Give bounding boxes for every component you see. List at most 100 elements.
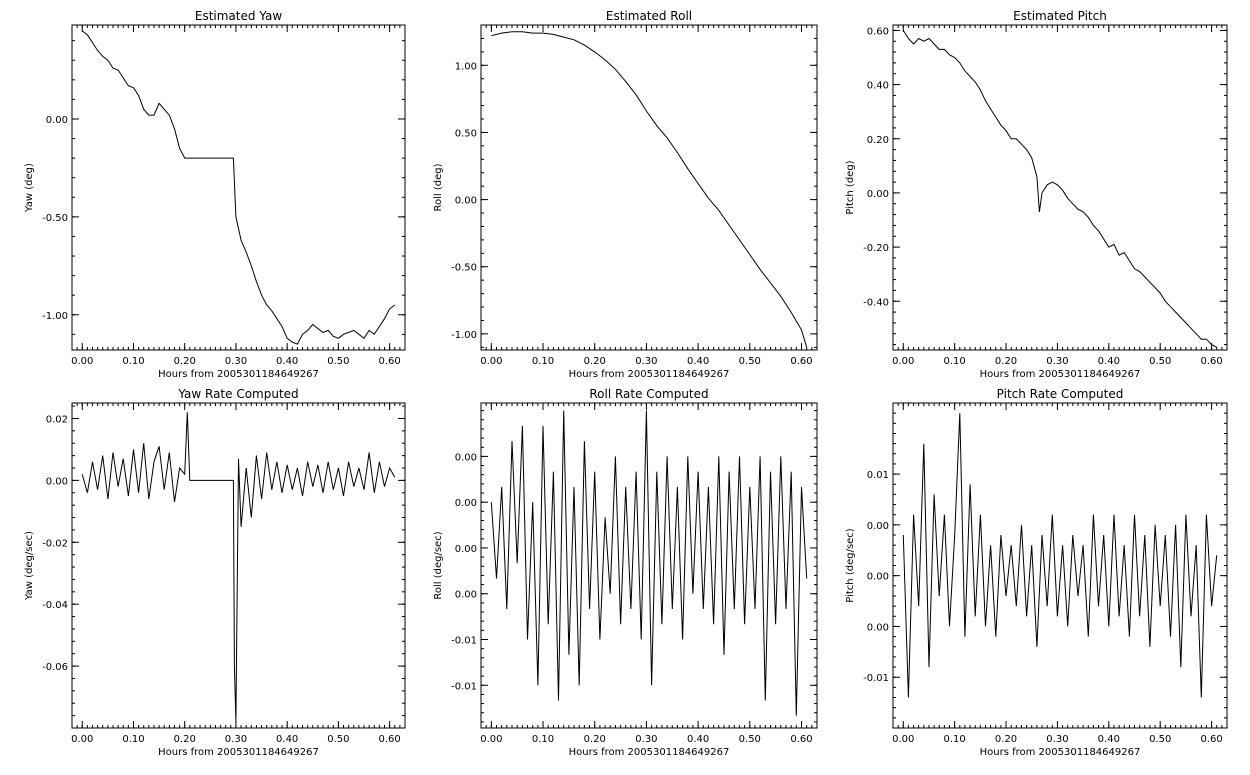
x-tick-label: 0.10 [532, 734, 554, 745]
x-tick-label: 0.50 [1149, 734, 1171, 745]
y-tick-label: 0.01 [867, 470, 889, 481]
x-tick-label: 0.00 [480, 734, 502, 745]
x-tick-label: 0.50 [1149, 356, 1171, 367]
series-line-1 [491, 31, 808, 348]
series-line-1 [490, 410, 808, 716]
y-tick-label: -0.20 [863, 243, 889, 254]
chart-panel-6: Pitch Rate Computed Hours from 2005301184… [845, 387, 1228, 758]
y-tick-label: 0.00 [867, 622, 889, 633]
y-tick-label: -1.00 [451, 330, 477, 341]
x-tick-label: 0.10 [532, 356, 554, 367]
y-tick-label: 0.40 [867, 81, 889, 92]
x-tick-label: 0.60 [790, 734, 812, 745]
x-axis-label: Hours from 2005301184649267 [980, 369, 1141, 380]
x-tick-label: 0.20 [174, 356, 196, 367]
chart-panel-1: Estimated Yaw Hours from 2005301184649267… [24, 9, 406, 380]
x-tick-label: 0.40 [687, 734, 709, 745]
y-tick-label: 0.00 [455, 452, 477, 463]
x-tick-label: 0.30 [635, 356, 657, 367]
x-tick-label: 0.40 [276, 356, 298, 367]
x-tick-label: 0.60 [1200, 734, 1222, 745]
series-line-1 [81, 30, 396, 345]
plot-frame [892, 24, 1228, 351]
x-tick-label: 0.50 [739, 356, 761, 367]
x-tick-label: 0.10 [944, 356, 966, 367]
x-tick-label: 0.00 [71, 734, 93, 745]
x-tick-label: 0.00 [892, 356, 914, 367]
x-tick-label: 0.60 [378, 356, 400, 367]
chart-title: Estimated Roll [606, 9, 692, 23]
x-tick-label: 0.00 [71, 356, 93, 367]
x-tick-label: 0.30 [635, 734, 657, 745]
y-tick-label: 0.00 [455, 544, 477, 555]
x-tick-label: 0.20 [584, 356, 606, 367]
y-tick-label: 0.60 [867, 26, 889, 37]
plot-frame [71, 24, 406, 351]
series-line-1 [81, 412, 396, 722]
y-tick-label: -0.50 [42, 213, 68, 224]
y-tick-label: -0.01 [451, 636, 477, 647]
x-tick-label: 0.00 [480, 356, 502, 367]
y-tick-label: 0.00 [46, 115, 68, 126]
y-tick-label: 0.20 [867, 135, 889, 146]
y-tick-label: 0.00 [455, 590, 477, 601]
x-tick-label: 0.10 [122, 356, 144, 367]
y-tick-label: 0.50 [455, 128, 477, 139]
x-tick-label: 0.50 [327, 356, 349, 367]
x-tick-label: 0.40 [276, 734, 298, 745]
plot-frame [71, 402, 406, 729]
y-tick-label: 1.00 [455, 61, 477, 72]
y-tick-label: -0.50 [451, 263, 477, 274]
y-tick-label: -0.06 [42, 662, 68, 673]
x-tick-label: 0.40 [1098, 356, 1120, 367]
x-tick-label: 0.30 [225, 356, 247, 367]
plot-frame [480, 24, 818, 351]
x-tick-label: 0.30 [1046, 356, 1068, 367]
x-tick-label: 0.60 [378, 734, 400, 745]
x-tick-label: 0.30 [225, 734, 247, 745]
y-tick-label: 0.00 [867, 521, 889, 532]
x-axis-label: Hours from 2005301184649267 [569, 369, 730, 380]
chart-title: Roll Rate Computed [589, 387, 708, 401]
x-tick-label: 0.40 [687, 356, 709, 367]
x-tick-label: 0.20 [995, 734, 1017, 745]
y-tick-label: 0.00 [46, 476, 68, 487]
chart-panel-4: Yaw Rate Computed Hours from 200530118464… [24, 387, 406, 758]
y-tick-label: 0.00 [867, 572, 889, 583]
chart-title: Estimated Yaw [195, 9, 282, 23]
x-tick-label: 0.60 [1200, 356, 1222, 367]
chart-panel-5: Roll Rate Computed Hours from 20053011846… [433, 387, 818, 758]
x-axis-label: Hours from 2005301184649267 [158, 369, 319, 380]
x-tick-label: 0.20 [995, 356, 1017, 367]
x-tick-label: 0.30 [1046, 734, 1068, 745]
x-tick-label: 0.20 [584, 734, 606, 745]
chart-title: Estimated Pitch [1013, 9, 1107, 23]
y-axis-label: Roll (deg) [433, 163, 444, 211]
x-tick-label: 0.20 [174, 734, 196, 745]
y-axis-label: Roll (deg/sec) [433, 531, 444, 599]
series-line-1 [902, 30, 1217, 348]
chart-title: Yaw Rate Computed [177, 387, 298, 401]
x-tick-label: 0.50 [739, 734, 761, 745]
x-tick-label: 0.10 [122, 734, 144, 745]
x-tick-label: 0.00 [892, 734, 914, 745]
x-axis-label: Hours from 2005301184649267 [158, 747, 319, 758]
chart-title: Pitch Rate Computed [997, 387, 1124, 401]
y-tick-label: -0.01 [451, 681, 477, 692]
x-axis-label: Hours from 2005301184649267 [980, 747, 1141, 758]
y-tick-label: 0.00 [455, 196, 477, 207]
y-axis-label: Yaw (deg) [24, 163, 35, 213]
x-tick-label: 0.10 [944, 734, 966, 745]
y-axis-label: Yaw (deg/sec) [24, 531, 35, 601]
y-tick-label: -0.04 [42, 600, 68, 611]
plot-frame [480, 402, 818, 729]
chart-panel-2: Estimated Roll Hours from 200530118464926… [433, 9, 818, 380]
chart-panel-3: Estimated Pitch Hours from 20053011846492… [845, 9, 1228, 380]
y-tick-label: -0.40 [863, 297, 889, 308]
y-tick-label: -0.01 [863, 673, 889, 684]
y-tick-label: -1.00 [42, 311, 68, 322]
x-axis-label: Hours from 2005301184649267 [569, 747, 730, 758]
y-tick-label: 0.00 [455, 498, 477, 509]
y-tick-label: 0.02 [46, 414, 68, 425]
